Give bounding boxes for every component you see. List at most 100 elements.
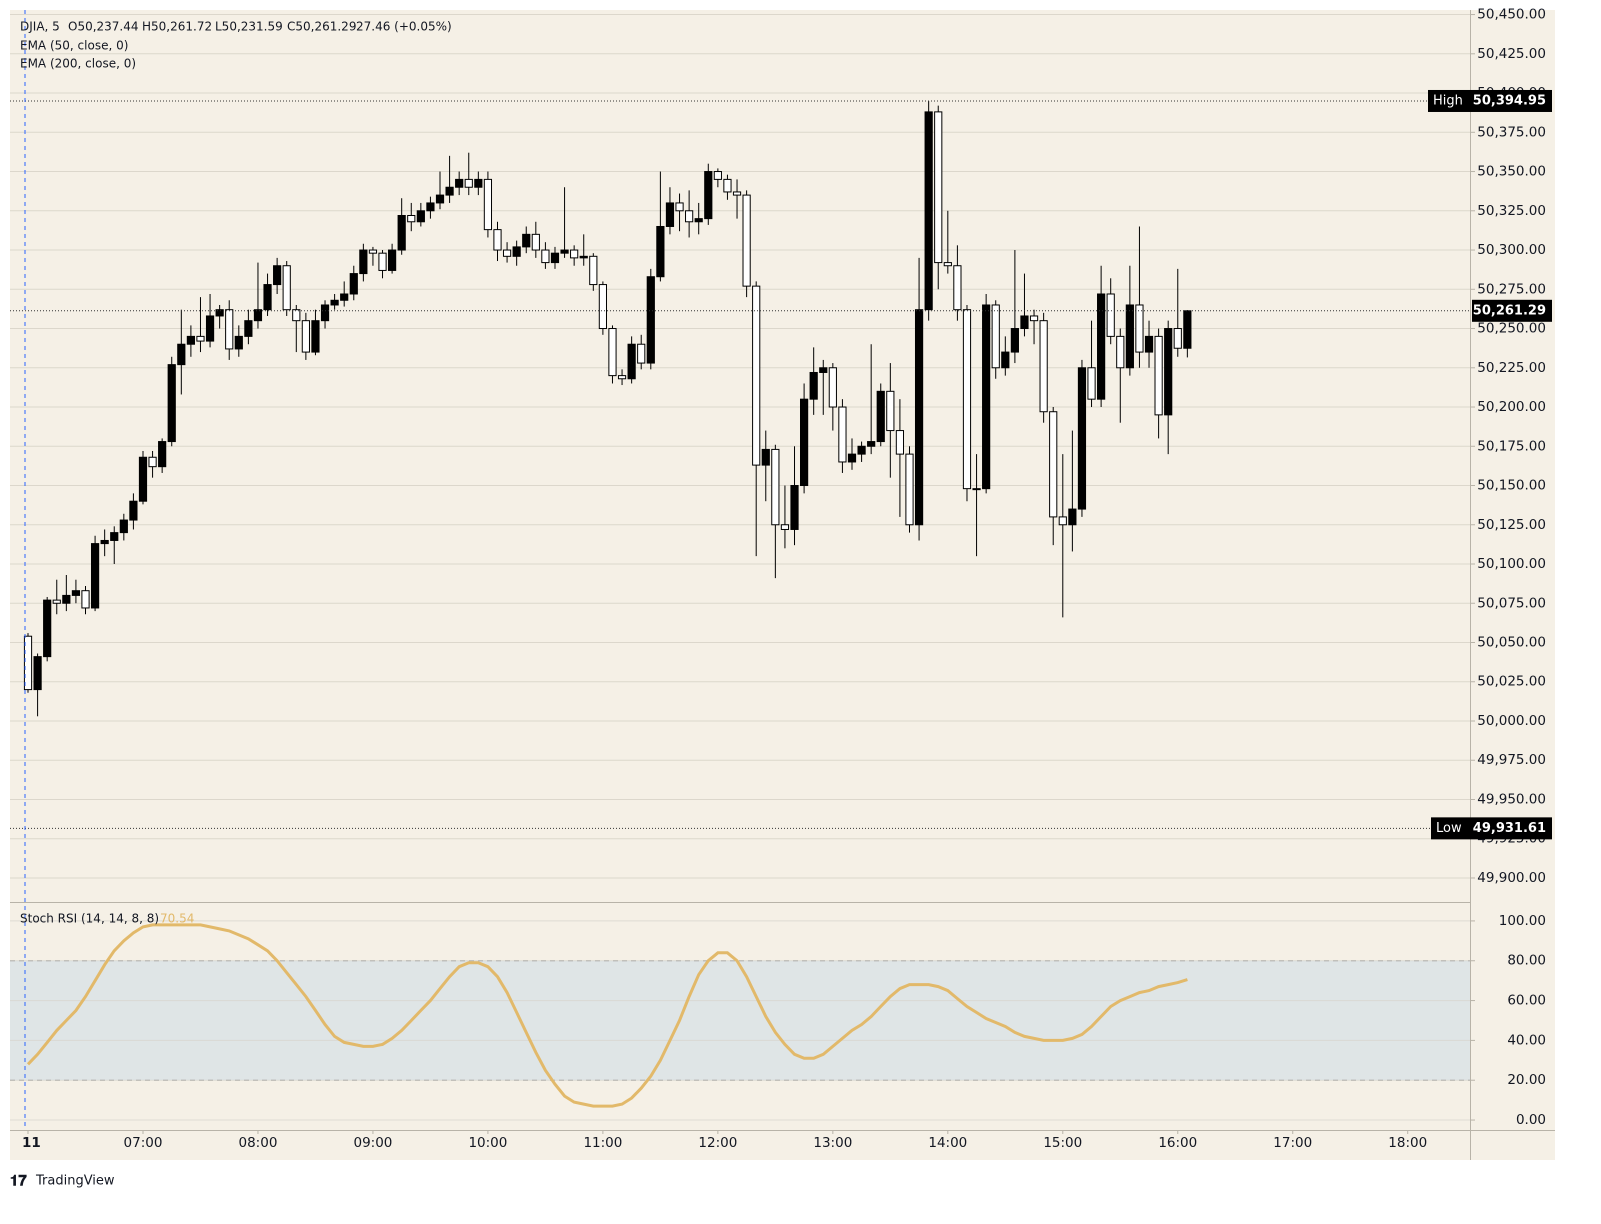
candle-body xyxy=(799,398,809,487)
candle-body xyxy=(627,343,636,380)
candle-body xyxy=(349,273,358,295)
candle-body xyxy=(474,178,483,188)
candle-body xyxy=(90,543,100,609)
y-tick-label: 50,450.00 xyxy=(1477,7,1546,23)
high_marker-box xyxy=(1428,89,1552,112)
candle-body xyxy=(177,343,186,366)
y-tick-label: 50,200.00 xyxy=(1477,399,1546,415)
candle-body xyxy=(675,202,684,212)
candle-body xyxy=(617,375,627,380)
candle-body xyxy=(435,194,445,204)
candle-body xyxy=(62,594,71,604)
y-tick-label: 50,250.00 xyxy=(1477,321,1546,337)
x-tick-label: 13:00 xyxy=(813,1135,852,1151)
candle-body xyxy=(723,178,732,193)
candle-body xyxy=(502,249,512,257)
candle-body xyxy=(541,249,550,264)
candle-body xyxy=(991,304,1000,369)
candle-body xyxy=(685,210,694,223)
candle-body xyxy=(205,315,215,342)
candle-body xyxy=(263,284,272,311)
candle-body xyxy=(1039,320,1048,413)
y-tick-label: 80.00 xyxy=(1507,953,1546,969)
candle-body xyxy=(771,448,780,526)
candle-body xyxy=(33,656,42,691)
candle-body xyxy=(330,299,339,306)
candle-body xyxy=(694,218,703,223)
candle-body xyxy=(378,252,387,271)
x-tick-label: 08:00 xyxy=(239,1135,278,1151)
candle-body xyxy=(416,210,425,223)
band xyxy=(10,960,1470,1081)
candle-body xyxy=(1173,328,1182,349)
candle-body xyxy=(550,252,560,264)
low_marker-box xyxy=(1431,817,1552,840)
candle-body xyxy=(1154,335,1163,416)
candle-body xyxy=(244,320,253,337)
candle-body xyxy=(828,367,837,408)
y-tick-label: 50,100.00 xyxy=(1477,556,1546,572)
candle-body xyxy=(100,539,109,545)
candle-body xyxy=(790,485,799,530)
candle-body xyxy=(656,225,665,278)
candle-body xyxy=(1125,304,1134,369)
change-label: 27.46 (+0.05%) xyxy=(356,20,452,34)
candle-body xyxy=(1144,335,1154,353)
candle-body xyxy=(819,367,828,373)
candle-body xyxy=(71,590,81,596)
candle-body xyxy=(809,371,818,400)
y-tick-label: 20.00 xyxy=(1507,1072,1546,1088)
low_marker-value: 49,931.61 xyxy=(1473,821,1546,836)
candle-body xyxy=(598,284,607,330)
candle-body xyxy=(1135,304,1144,353)
y-tick-label: 50,325.00 xyxy=(1477,203,1546,219)
x-tick-label: 07:00 xyxy=(124,1135,163,1151)
y-tick-label: 50,000.00 xyxy=(1477,713,1546,729)
candle-body xyxy=(914,309,924,526)
high_marker-value: 50,394.95 xyxy=(1473,93,1546,108)
x-tick-label: 11 xyxy=(22,1135,41,1151)
candle-body xyxy=(1049,411,1058,518)
candle-body xyxy=(752,285,761,466)
stoch-value: 70.54 xyxy=(160,912,194,926)
candle-body xyxy=(886,390,895,432)
candle-body xyxy=(867,441,876,447)
candle-body xyxy=(608,328,617,377)
candle-body xyxy=(43,599,52,658)
candle-body xyxy=(962,309,972,490)
close-label: C50,261.29 xyxy=(287,20,356,34)
high_marker-label: High xyxy=(1433,93,1463,108)
y-tick-label: 50,050.00 xyxy=(1477,635,1546,651)
candle-body xyxy=(531,233,540,251)
candle-body xyxy=(167,364,176,443)
candle-body xyxy=(158,441,167,468)
candle-body xyxy=(704,171,713,220)
y-tick-label: 50,075.00 xyxy=(1477,595,1546,611)
candle-body xyxy=(340,293,349,301)
stoch-title: Stoch RSI (14, 14, 8, 8) xyxy=(20,912,159,926)
indicator-label: EMA (200, close, 0) xyxy=(20,57,136,71)
candle-body xyxy=(52,599,61,604)
candle-body xyxy=(119,519,128,534)
y-tick-label: 50,375.00 xyxy=(1477,124,1546,140)
y-tick-label: 50,300.00 xyxy=(1477,242,1546,258)
candle-body xyxy=(1183,310,1192,349)
y-tick-label: 100.00 xyxy=(1499,913,1546,929)
candle-body xyxy=(560,249,569,254)
candle-body xyxy=(943,262,952,267)
x-tick-label: 14:00 xyxy=(928,1135,967,1151)
candle-body xyxy=(895,430,905,455)
y-tick-label: 50,425.00 xyxy=(1477,46,1546,62)
candle-body xyxy=(493,229,502,251)
logo-mark: 𝟏𝟕 xyxy=(10,1172,27,1190)
x-tick-label: 17:00 xyxy=(1273,1135,1312,1151)
candle-body xyxy=(1001,351,1010,369)
candle-body xyxy=(455,178,464,188)
candle-body xyxy=(320,304,330,322)
candle-body xyxy=(110,532,119,541)
y-tick-label: 0.00 xyxy=(1516,1112,1546,1128)
candle-body xyxy=(234,335,243,350)
y-tick-label: 60.00 xyxy=(1507,993,1546,1009)
candle-body xyxy=(426,202,435,212)
